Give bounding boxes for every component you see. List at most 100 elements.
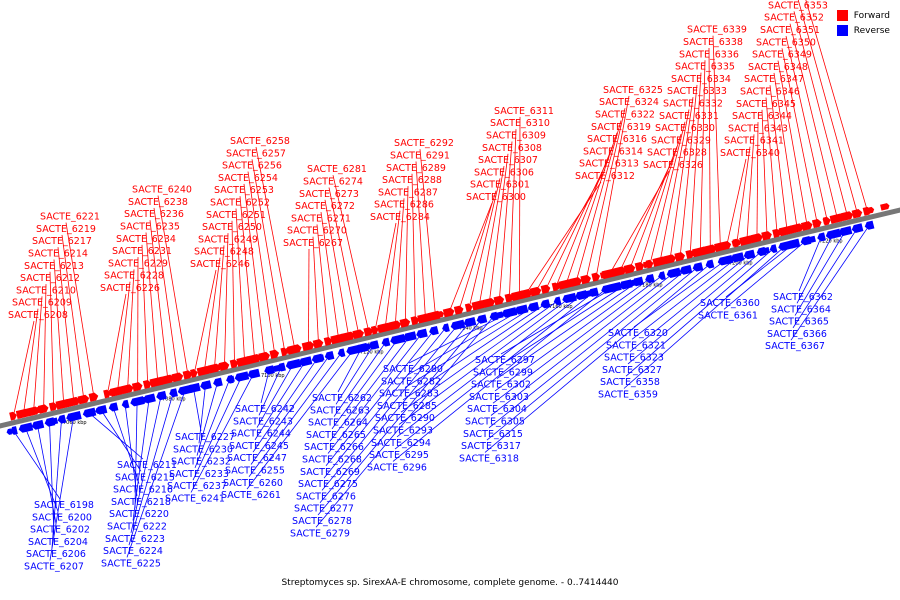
gene-label: SACTE_6302 (471, 380, 531, 391)
gene-connector (790, 225, 870, 341)
gene-label: SACTE_6289 (386, 163, 446, 174)
gene-shape (663, 254, 676, 265)
gene-label: SACTE_6352 (764, 13, 824, 24)
gene-connector (565, 132, 618, 285)
gene-arrow (645, 273, 655, 284)
gene-label: SACTE_6267 (283, 238, 343, 249)
gene-arrow (540, 300, 548, 308)
gene-arrow (280, 347, 289, 357)
gene-arrow (229, 375, 235, 383)
gene-shape (20, 410, 27, 417)
gene-label: SACTE_6362 (773, 292, 833, 303)
gene-arrow (168, 375, 176, 382)
gene-connector (256, 364, 294, 428)
gene-arrow (580, 274, 592, 285)
gene-connector (333, 342, 386, 417)
gene-connector (88, 412, 144, 460)
gene-shape (242, 357, 250, 365)
gene-connector (193, 388, 202, 432)
gene-label: SACTE_6339 (687, 25, 747, 36)
gene-label: SACTE_6244 (231, 429, 291, 440)
gene-connector (329, 336, 410, 442)
gene-connector (805, 0, 868, 212)
gene-label: SACTE_6307 (478, 155, 538, 166)
gene-arrow (825, 228, 842, 240)
gene-label: SACTE_6270 (287, 226, 347, 237)
gene-arrow (568, 278, 578, 287)
gene-shape (645, 273, 655, 284)
gene-shape (442, 323, 450, 333)
gene-label: SACTE_6229 (108, 258, 168, 269)
gene-shape (817, 232, 826, 242)
gene-arrow (213, 377, 223, 387)
gene-arrow (171, 372, 184, 383)
gene-arrow (658, 271, 666, 281)
legend-reverse-label: Reverse (853, 25, 890, 36)
gene-label: SACTE_6243 (233, 416, 293, 427)
gene-connector (508, 129, 517, 298)
gene-connector (65, 222, 95, 397)
gene-shape (381, 337, 391, 347)
gene-connector (789, 23, 838, 219)
gene-label: SACTE_6214 (28, 249, 88, 260)
gene-shape (269, 349, 280, 359)
gene-label: SACTE_6318 (459, 453, 519, 464)
gene-connector (51, 419, 62, 549)
gene-connector (415, 161, 426, 318)
gene-arrow (138, 396, 148, 404)
gene-arrow (865, 206, 875, 215)
gene-label: SACTE_6256 (222, 161, 282, 172)
gene-shape (312, 339, 324, 349)
gene-label: SACTE_6328 (647, 148, 707, 159)
gene-shape (554, 282, 562, 290)
gene-shape (852, 225, 860, 233)
gene-arrow (787, 238, 801, 249)
gene-connector (224, 233, 229, 366)
gene-label: SACTE_6324 (599, 97, 659, 108)
gene-shape (168, 375, 176, 382)
gene-shape (211, 364, 222, 372)
gene-arrow (529, 286, 542, 297)
gene-arrow (692, 262, 704, 272)
gene-shape (6, 428, 13, 435)
gene-shape (476, 314, 488, 324)
gene-shape (345, 332, 355, 340)
gene-arrow (242, 357, 250, 365)
gene-label: SACTE_6276 (296, 491, 356, 502)
gene-arrow (182, 370, 193, 380)
gene-connector (396, 295, 582, 438)
gene-connector (623, 245, 786, 389)
gene-arrow (312, 339, 324, 349)
gene-shape (361, 343, 371, 351)
forward-swatch (836, 10, 848, 21)
gene-arrow (501, 307, 518, 318)
gene-arrow (629, 279, 637, 287)
gene-arrow (156, 390, 167, 401)
gene-connector (255, 146, 296, 350)
gene-connector (141, 244, 149, 385)
gene-shape (840, 211, 854, 222)
gene-shape (368, 340, 380, 350)
gene-label: SACTE_6331 (659, 111, 719, 122)
gene-shape (756, 246, 767, 257)
gene-connector (498, 141, 513, 301)
gene-connector (555, 144, 614, 287)
gene-arrow (763, 246, 770, 254)
gene-connector (130, 395, 162, 533)
gene-shape (377, 325, 383, 333)
gene-label: SACTE_6325 (603, 85, 663, 96)
gene-label: SACTE_6232 (171, 457, 231, 468)
gene-label: SACTE_6312 (575, 171, 635, 182)
gene-shape (391, 322, 399, 329)
gene-label: SACTE_6292 (394, 138, 454, 149)
gene-label: SACTE_6250 (202, 222, 262, 233)
gene-connector (254, 361, 306, 441)
legend: Forward Reverse (836, 8, 890, 38)
gene-arrow (20, 410, 27, 417)
gene-connector (194, 379, 230, 469)
gene-shape (9, 411, 17, 421)
gene-shape (370, 325, 379, 335)
gene-arrow (9, 411, 17, 421)
gene-label: SACTE_6322 (595, 110, 655, 121)
gene-shape (420, 314, 429, 322)
